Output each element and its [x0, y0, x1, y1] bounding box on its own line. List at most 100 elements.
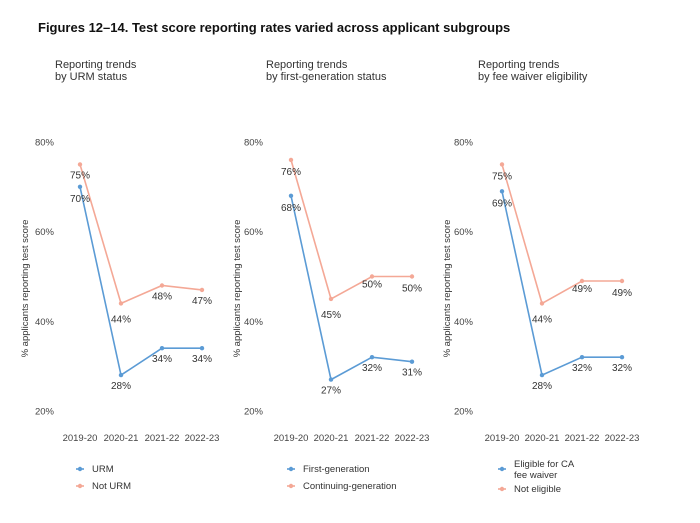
legend-label: Not URM: [92, 481, 131, 492]
legend-label: URM: [92, 464, 114, 475]
data-point: [539, 372, 545, 378]
y-tick-label: 20%: [35, 407, 55, 418]
y-tick-label: 80%: [244, 138, 264, 149]
x-tick-label: 2021-22: [565, 433, 600, 444]
legend-marker: [499, 466, 505, 472]
data-point: [77, 184, 83, 189]
legend-label: Not eligible: [514, 484, 561, 495]
panel-title-line: Reporting trends: [266, 59, 348, 71]
data-point: [159, 346, 165, 351]
data-label: 44%: [111, 314, 131, 325]
data-label: 49%: [572, 284, 592, 295]
data-point: [619, 278, 625, 284]
data-point: [539, 301, 545, 306]
data-point: [159, 283, 165, 288]
y-axis-label: % applicants reporting test score: [20, 220, 31, 358]
data-point: [619, 355, 625, 360]
data-label: 50%: [402, 284, 422, 295]
data-point: [77, 162, 83, 167]
data-point: [579, 278, 585, 284]
data-point: [369, 355, 375, 360]
data-label: 34%: [152, 354, 172, 365]
series-line: [79, 186, 202, 377]
y-tick-label: 40%: [35, 317, 55, 328]
data-point: [328, 377, 334, 382]
data-label: 75%: [70, 170, 90, 181]
y-tick-label: 80%: [454, 138, 474, 149]
data-label: 48%: [152, 292, 172, 303]
x-tick-label: 2021-22: [355, 433, 390, 444]
y-tick-label: 60%: [35, 227, 55, 238]
series-line: [501, 191, 622, 377]
y-tick-label: 40%: [244, 317, 264, 328]
y-axis-label: % applicants reporting test score: [442, 220, 453, 358]
x-tick-label: 2020-21: [104, 433, 139, 444]
data-point: [328, 296, 334, 302]
data-label: 28%: [532, 381, 552, 392]
data-label: 49%: [612, 288, 632, 299]
series-line: [501, 164, 622, 305]
data-point: [499, 189, 505, 194]
figure-title: Figures 12–14. Test score reporting rate…: [38, 20, 511, 35]
y-tick-label: 20%: [454, 407, 474, 418]
y-tick-label: 20%: [244, 407, 264, 418]
panel-title-line: Reporting trends: [478, 59, 560, 71]
series-line: [79, 164, 203, 305]
x-tick-label: 2020-21: [314, 433, 349, 444]
data-label: 34%: [192, 354, 212, 365]
data-label: 32%: [612, 363, 632, 374]
panel-title-line: by first-generation status: [266, 71, 387, 83]
x-tick-label: 2019-20: [485, 433, 520, 444]
y-tick-label: 60%: [244, 227, 264, 238]
data-label: 47%: [192, 296, 212, 307]
data-label: 75%: [492, 171, 512, 182]
data-point: [288, 157, 294, 163]
y-tick-label: 40%: [454, 317, 474, 328]
x-tick-label: 2020-21: [525, 433, 560, 444]
legend-marker: [499, 486, 505, 492]
data-point: [199, 287, 205, 293]
legend-marker: [288, 483, 294, 489]
data-label: 76%: [281, 167, 301, 178]
panel-title-line: Reporting trends: [55, 59, 137, 71]
data-point: [409, 359, 415, 364]
legend-marker: [288, 466, 294, 472]
y-axis-label: % applicants reporting test score: [232, 220, 243, 358]
data-point: [118, 372, 124, 378]
data-label: 28%: [111, 381, 131, 392]
data-label: 45%: [321, 310, 341, 321]
x-tick-label: 2022-23: [395, 433, 430, 444]
data-label: 32%: [362, 363, 382, 374]
legend-label: fee waiver: [514, 470, 557, 481]
legend-label: First-generation: [303, 464, 370, 475]
data-point: [118, 301, 124, 306]
data-point: [199, 346, 205, 351]
data-point: [288, 193, 294, 198]
x-tick-label: 2021-22: [145, 433, 180, 444]
data-label: 70%: [70, 194, 90, 205]
data-point: [579, 355, 585, 360]
data-point: [369, 274, 375, 279]
data-point: [409, 274, 415, 279]
x-tick-label: 2022-23: [605, 433, 640, 444]
x-tick-label: 2022-23: [185, 433, 220, 444]
legend-label: Eligible for CA: [514, 459, 575, 470]
data-label: 27%: [321, 386, 341, 397]
data-label: 32%: [572, 363, 592, 374]
data-label: 44%: [532, 314, 552, 325]
legend-marker: [77, 483, 83, 489]
panel-title-line: by fee waiver eligibility: [478, 71, 588, 83]
panel-title-line: by URM status: [55, 71, 128, 83]
legend-marker: [77, 466, 83, 472]
x-tick-label: 2019-20: [63, 433, 98, 444]
legend-label: Continuing-generation: [303, 481, 396, 492]
data-label: 31%: [402, 368, 422, 379]
series-line: [290, 195, 413, 381]
y-tick-label: 60%: [454, 227, 474, 238]
x-tick-label: 2019-20: [274, 433, 309, 444]
y-tick-label: 80%: [35, 138, 55, 149]
